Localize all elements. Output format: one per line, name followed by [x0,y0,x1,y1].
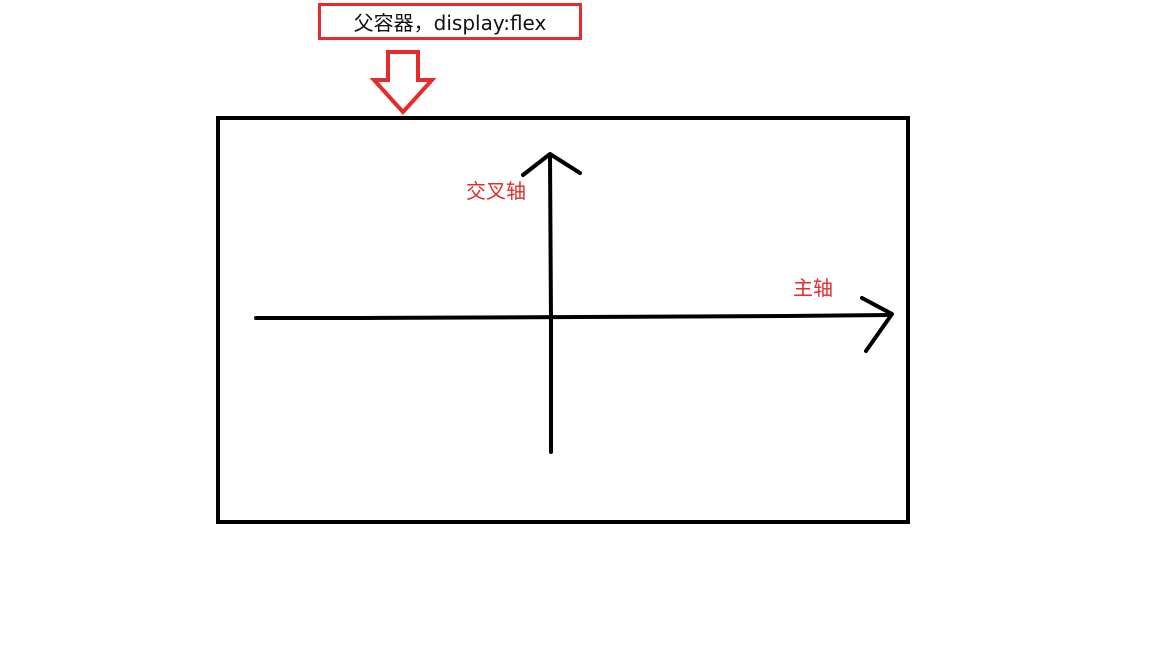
cross-axis-label: 交叉轴 [466,179,526,203]
cross-axis-arrowhead-icon [521,152,582,177]
cross-axis-line [548,154,553,454]
down-arrow-icon [369,50,437,115]
flex-container-box [216,116,910,524]
callout-text: 父容器，display:flex [353,11,547,35]
main-axis-arrowhead-icon [860,296,894,353]
parent-container-callout: 父容器，display:flex [318,3,582,40]
main-axis-label: 主轴 [793,276,833,300]
main-axis-line [254,313,892,320]
